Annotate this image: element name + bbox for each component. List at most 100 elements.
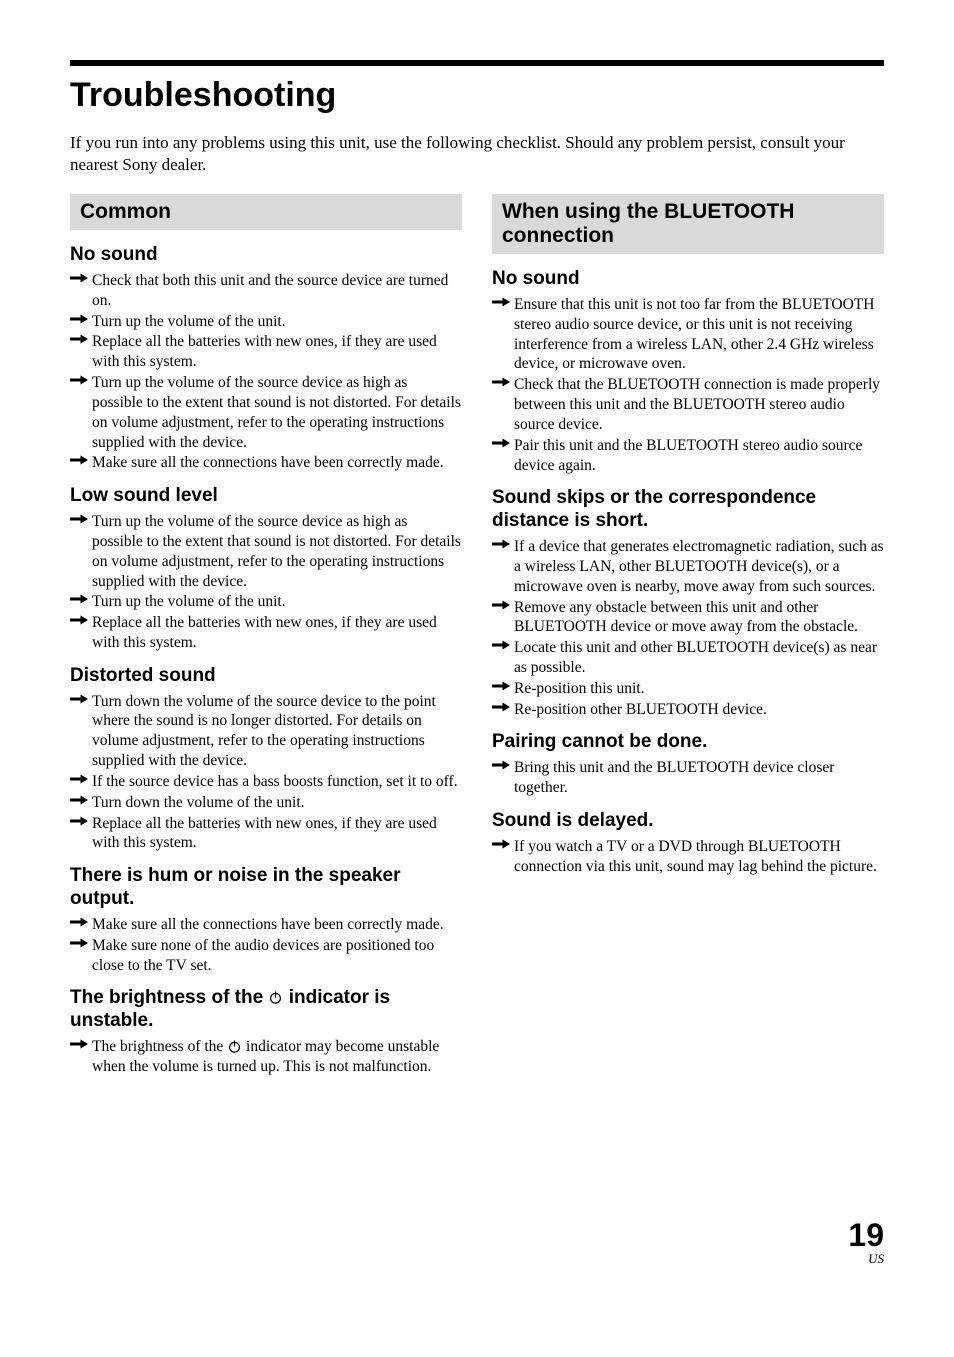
bullet-text: Replace all the batteries with new ones,… [92,332,462,372]
list-item: Check that the BLUETOOTH connection is m… [492,375,884,434]
bullet-text: If the source device has a bass boosts f… [92,772,462,792]
list-item: Replace all the batteries with new ones,… [70,332,462,372]
arrow-icon [492,758,514,771]
list-item: Bring this unit and the BLUETOOTH device… [492,758,884,798]
intro-text: If you run into any problems using this … [70,132,884,176]
sub-heading: Pairing cannot be done. [492,731,884,754]
bullet-text: Turn down the volume of the source devic… [92,692,462,771]
list-item: Replace all the batteries with new ones,… [70,613,462,653]
arrow-icon [70,332,92,345]
bullet-list: Turn down the volume of the source devic… [70,692,462,854]
sub-heading: Distorted sound [70,665,462,688]
bullet-text: Check that both this unit and the source… [92,271,462,311]
sub-heading: Low sound level [70,485,462,508]
arrow-icon [70,271,92,284]
bullet-text: Re-position other BLUETOOTH device. [514,700,884,720]
arrow-icon [70,613,92,626]
sub-heading: No sound [70,244,462,267]
list-item: If a device that generates electromagnet… [492,537,884,596]
list-item: Re-position this unit. [492,679,884,699]
arrow-icon [70,692,92,705]
bullet-text: Bring this unit and the BLUETOOTH device… [514,758,884,798]
bullet-list: If a device that generates electromagnet… [492,537,884,719]
page-region: US [848,1251,884,1267]
list-item: Turn up the volume of the source device … [70,512,462,591]
bullet-text: Pair this unit and the BLUETOOTH stereo … [514,436,884,476]
page-title: Troubleshooting [70,76,884,115]
bullet-list: Make sure all the connections have been … [70,915,462,975]
arrow-icon [70,512,92,525]
bullet-text: Make sure all the connections have been … [92,453,462,473]
arrow-icon [70,1037,92,1050]
bullet-text: If you watch a TV or a DVD through BLUET… [514,837,884,877]
arrow-icon [492,638,514,651]
list-item: Replace all the batteries with new ones,… [70,814,462,854]
bullet-text: The brightness of the indicator may beco… [92,1037,462,1077]
arrow-icon [492,837,514,850]
bullet-text: Turn up the volume of the unit. [92,592,462,612]
list-item: Pair this unit and the BLUETOOTH stereo … [492,436,884,476]
bullet-text: Remove any obstacle between this unit an… [514,598,884,638]
bullet-text: Make sure all the connections have been … [92,915,462,935]
list-item: Turn up the volume of the unit. [70,592,462,612]
bullet-text: Locate this unit and other BLUETOOTH dev… [514,638,884,678]
arrow-icon [70,592,92,605]
list-item: Turn up the volume of the unit. [70,312,462,332]
arrow-icon [492,436,514,449]
list-item: Make sure all the connections have been … [70,453,462,473]
list-item: Make sure none of the audio devices are … [70,936,462,976]
list-item: If you watch a TV or a DVD through BLUET… [492,837,884,877]
bullet-list: Bring this unit and the BLUETOOTH device… [492,758,884,798]
bullet-text: Re-position this unit. [514,679,884,699]
bullet-text: Replace all the batteries with new ones,… [92,613,462,653]
list-item: Remove any obstacle between this unit an… [492,598,884,638]
section-header-bluetooth: When using the BLUETOOTH connection [492,194,884,254]
section-header-common: Common [70,194,462,230]
arrow-icon [70,915,92,928]
bullet-text: If a device that generates electromagnet… [514,537,884,596]
arrow-icon [70,453,92,466]
columns: Common No sound Check that both this unit… [70,194,884,1084]
arrow-icon [70,814,92,827]
arrow-icon [70,772,92,785]
top-rule [70,60,884,66]
bullet-text: Turn up the volume of the unit. [92,312,462,332]
bullet-text: Replace all the batteries with new ones,… [92,814,462,854]
bullet-text: Check that the BLUETOOTH connection is m… [514,375,884,434]
bullet-list: Turn up the volume of the source device … [70,512,462,653]
arrow-icon [70,936,92,949]
page-number: 19 [848,1219,884,1251]
arrow-icon [492,679,514,692]
arrow-icon [492,700,514,713]
bullet-list: Ensure that this unit is not too far fro… [492,295,884,475]
list-item: Locate this unit and other BLUETOOTH dev… [492,638,884,678]
page: Troubleshooting If you run into any prob… [0,0,954,1297]
bullet-list: If you watch a TV or a DVD through BLUET… [492,837,884,877]
bullet-list: Check that both this unit and the source… [70,271,462,473]
left-column: Common No sound Check that both this unit… [70,194,462,1084]
arrow-icon [70,373,92,386]
list-item: If the source device has a bass boosts f… [70,772,462,792]
bullet-text: Turn up the volume of the source device … [92,512,462,591]
list-item: Check that both this unit and the source… [70,271,462,311]
sub-heading: There is hum or noise in the speaker out… [70,865,462,911]
arrow-icon [70,793,92,806]
bullet-text: Ensure that this unit is not too far fro… [514,295,884,374]
bullet-text: Turn up the volume of the source device … [92,373,462,452]
list-item: Ensure that this unit is not too far fro… [492,295,884,374]
bullet-list: The brightness of the indicator may beco… [70,1037,462,1077]
sub-heading: The brightness of the indicator is unsta… [70,987,462,1033]
list-item: Turn down the volume of the unit. [70,793,462,813]
list-item: Turn up the volume of the source device … [70,373,462,452]
right-column: When using the BLUETOOTH connection No s… [492,194,884,1084]
list-item: Re-position other BLUETOOTH device. [492,700,884,720]
sub-heading: No sound [492,268,884,291]
sub-heading: Sound skips or the correspondence distan… [492,487,884,533]
arrow-icon [492,375,514,388]
arrow-icon [492,537,514,550]
list-item: Turn down the volume of the source devic… [70,692,462,771]
page-number-block: 19 US [848,1219,884,1267]
arrow-icon [70,312,92,325]
list-item: Make sure all the connections have been … [70,915,462,935]
sub-heading: Sound is delayed. [492,810,884,833]
